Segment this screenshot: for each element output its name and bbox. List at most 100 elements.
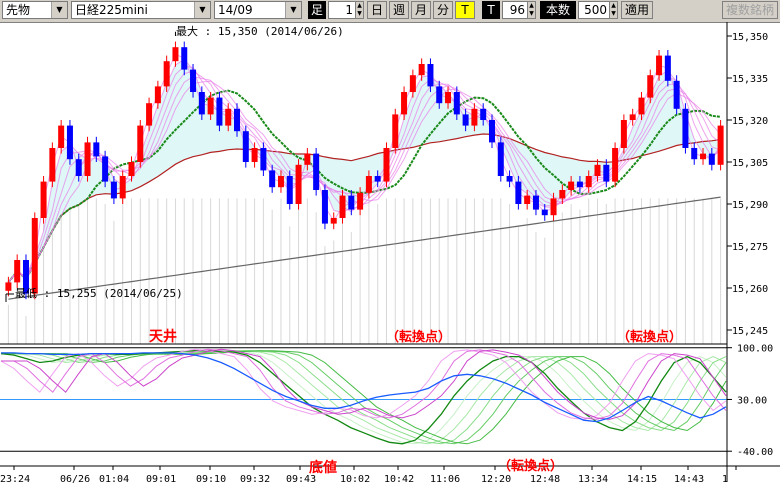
candle (374, 170, 381, 188)
candle (532, 190, 539, 216)
bar-count-spinner[interactable]: ▲ ▼ (609, 1, 618, 19)
candle (515, 176, 522, 210)
candle-body (357, 192, 364, 210)
candle (409, 69, 416, 98)
candle (568, 176, 575, 196)
candle-body (436, 86, 443, 104)
candle-body (453, 92, 460, 115)
compare-button[interactable]: 複数銘柄 (722, 1, 778, 19)
bar-count-label: 本数 (540, 1, 576, 19)
chevron-down-icon[interactable]: ▼ (51, 2, 67, 18)
candle-body (594, 164, 601, 176)
instrument-value: 日経225mini (75, 3, 148, 17)
candle (383, 142, 390, 188)
y-tick-label: 15,290 (732, 200, 768, 211)
candle-body (568, 181, 575, 190)
ma-long-line (8, 196, 721, 300)
x-tick-label: 14:43 (674, 474, 704, 485)
candle (436, 80, 443, 109)
candle-body (515, 181, 522, 204)
candle-body (462, 114, 469, 126)
x-tick-label: 1 (722, 474, 728, 485)
candle (445, 86, 452, 109)
period-minute-button[interactable]: 分 (433, 1, 453, 19)
candle (154, 80, 161, 109)
candle-body (532, 195, 539, 210)
y-tick-label: 15,275 (732, 242, 768, 253)
x-tick-label: 12:20 (481, 474, 511, 485)
candle (190, 64, 197, 98)
candle (110, 176, 117, 204)
period-month-button[interactable]: 月 (411, 1, 431, 19)
candle-body (304, 153, 311, 165)
candle-body (550, 198, 557, 216)
candle (269, 164, 276, 193)
x-tick-label: 12:48 (530, 474, 560, 485)
candle-body (14, 260, 21, 283)
osc-tick-label: 100.00 (737, 344, 773, 355)
period-tick-button[interactable]: T (455, 1, 475, 19)
candle (339, 190, 346, 224)
x-tick-label: 06/26 (60, 474, 90, 485)
chevron-down-icon[interactable]: ▼ (285, 2, 301, 18)
candle (620, 114, 627, 154)
tick-count-field[interactable]: 96 (502, 1, 528, 19)
candle (49, 142, 56, 188)
candle (471, 103, 478, 132)
candle-body (190, 69, 197, 92)
candle (251, 142, 258, 168)
candle-body (110, 181, 117, 199)
candle-body (401, 92, 408, 115)
contract-select[interactable]: 14/09 ▼ (214, 1, 302, 19)
period-day-button[interactable]: 日 (367, 1, 387, 19)
candle-body (321, 190, 328, 224)
candle (700, 148, 707, 165)
candle-body (471, 108, 478, 126)
bar-interval-spinner[interactable]: ▲ ▼ (355, 1, 364, 19)
x-tick-label: 23:24 (0, 474, 30, 485)
tick-count-spinner[interactable]: ▲ ▼ (527, 1, 536, 19)
bar-count-field[interactable]: 500 (578, 1, 610, 19)
apply-button[interactable]: 適用 (621, 1, 653, 19)
candle (137, 120, 144, 168)
candle (603, 159, 610, 188)
candle-body (181, 47, 188, 70)
candle-body (339, 195, 346, 218)
period-week-button[interactable]: 週 (389, 1, 409, 19)
candle-body (383, 148, 390, 182)
chart-area[interactable]: 15,350 15,335 15,320 15,305 15,290 15,275 15,2… (0, 22, 780, 500)
candle (14, 254, 21, 288)
candle-body (66, 125, 73, 160)
candle (119, 170, 126, 204)
candle-body (260, 148, 267, 171)
candle (40, 176, 47, 224)
chevron-down-icon[interactable]: ▼ (194, 2, 210, 18)
candle-body (84, 142, 91, 176)
osc-fast-line (1, 348, 727, 420)
candle (656, 50, 663, 81)
osc-fast-line (0, 348, 727, 420)
candle (295, 159, 302, 210)
candle-body (488, 120, 495, 143)
candle-body (700, 153, 707, 160)
candle-body (5, 282, 12, 291)
candle (585, 170, 592, 193)
candle (691, 142, 698, 165)
price-panel (5, 31, 724, 344)
x-tick-label: 13:34 (578, 474, 608, 485)
market-select[interactable]: 先物 ▼ (2, 1, 68, 19)
candle-body (656, 55, 663, 76)
x-tick-label: 09:10 (196, 474, 226, 485)
candle-body (146, 103, 153, 126)
min-price-label: 最低 : 15,255 (2014/06/25) (15, 287, 183, 300)
candle-body (576, 181, 583, 188)
candle (612, 142, 619, 188)
ma-mid-line (7, 133, 721, 283)
candle-body (172, 47, 179, 62)
candle-body (612, 148, 619, 182)
candle (365, 170, 372, 199)
bar-interval-field[interactable]: 1 (328, 1, 356, 19)
ceiling-annotation: 天井 (149, 328, 177, 345)
x-tick-label: 11:06 (430, 474, 460, 485)
instrument-select[interactable]: 日経225mini ▼ (71, 1, 211, 19)
